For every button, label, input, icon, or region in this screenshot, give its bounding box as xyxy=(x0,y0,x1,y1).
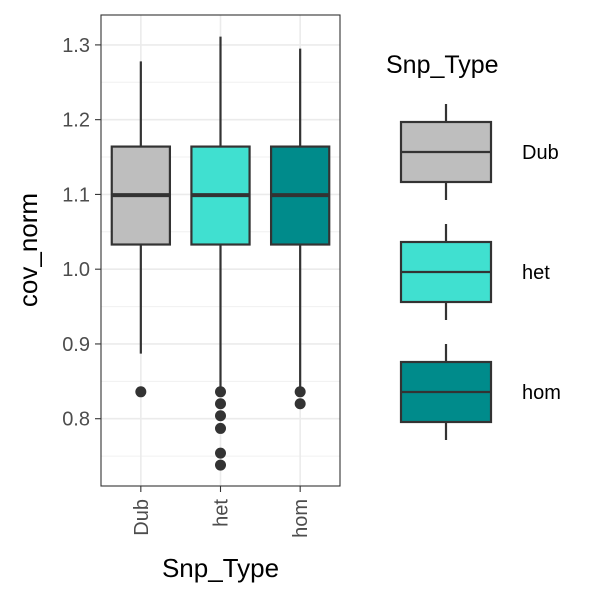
legend-label: hom xyxy=(522,382,561,404)
outlier-point xyxy=(215,410,226,422)
y-tick-label: 0.8 xyxy=(62,409,90,431)
outlier-point xyxy=(215,447,226,459)
y-axis: 0.8 0.9 1.0 1.1 1.2 1.3 xyxy=(62,35,101,431)
y-tick-label: 1.0 xyxy=(62,259,90,281)
legend-key-Dub: Dub xyxy=(399,104,559,200)
outlier-point xyxy=(294,398,306,410)
x-axis-title: Snp_Type xyxy=(162,553,279,583)
outlier-point xyxy=(135,386,147,398)
box-series xyxy=(110,36,331,471)
box-Dub xyxy=(110,61,172,398)
outlier-point xyxy=(215,386,226,398)
x-tick-label: het xyxy=(211,499,233,527)
legend-title: Snp_Type xyxy=(386,51,499,79)
outlier-point xyxy=(294,386,306,398)
outlier-point xyxy=(215,459,226,471)
y-tick-label: 1.2 xyxy=(62,110,90,132)
x-tick-label: hom xyxy=(290,499,312,538)
y-tick-label: 1.1 xyxy=(62,184,90,206)
legend-label: Dub xyxy=(522,142,559,164)
y-tick-label: 0.9 xyxy=(62,334,90,356)
y-axis-title: cov_norm xyxy=(13,193,43,307)
legend-key-het: het xyxy=(399,224,550,320)
y-tick-label: 1.3 xyxy=(62,35,90,57)
box-het xyxy=(190,36,251,471)
x-tick-label: Dub xyxy=(131,499,153,536)
legend-key-hom: hom xyxy=(399,344,561,440)
legend: Snp_Type Dub het hom xyxy=(386,51,561,440)
legend-label: het xyxy=(522,262,550,284)
x-axis: Dub het hom xyxy=(131,486,312,538)
outlier-point xyxy=(215,422,226,434)
outlier-point xyxy=(215,398,226,410)
box-hom xyxy=(269,48,331,410)
